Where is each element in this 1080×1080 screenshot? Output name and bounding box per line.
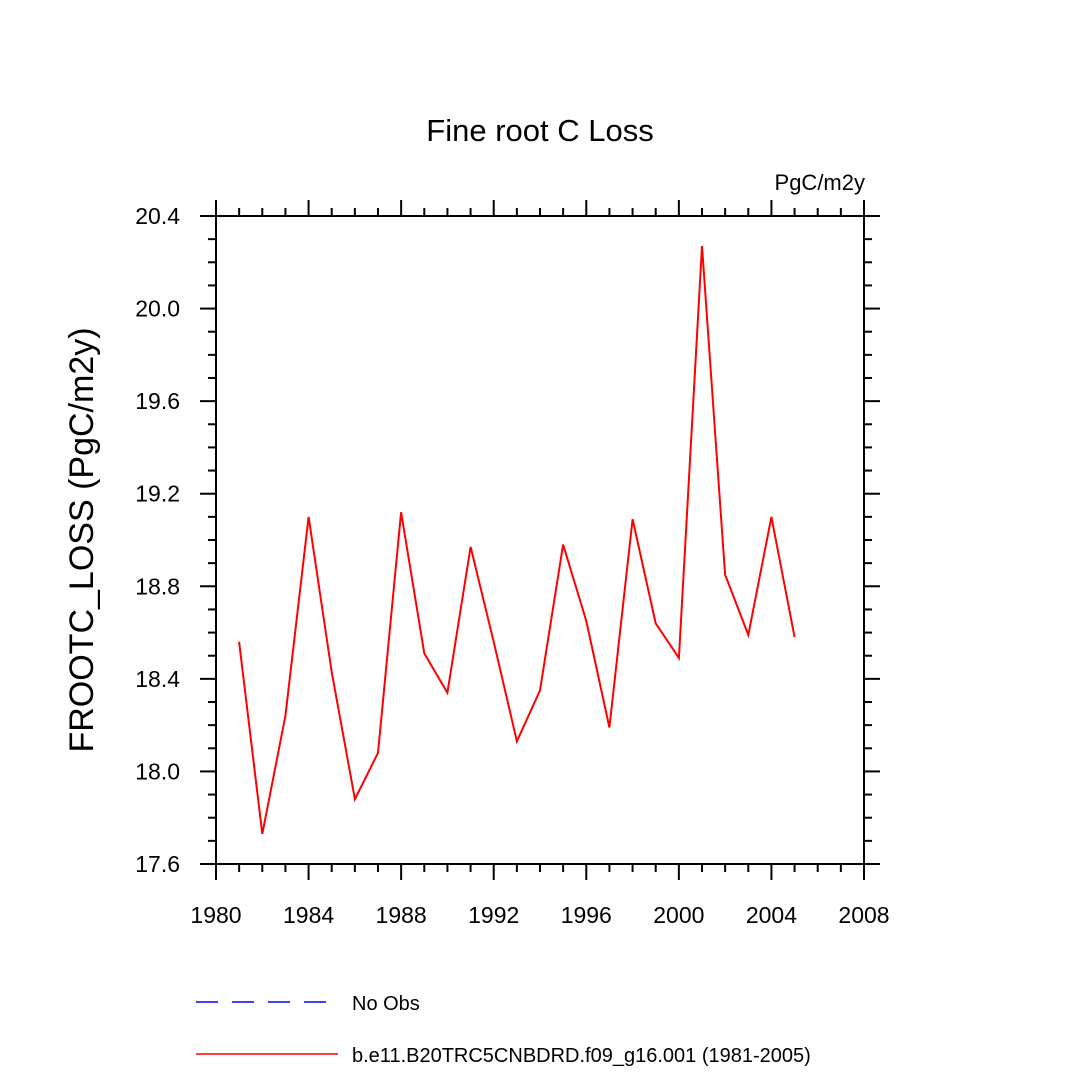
y-tick-label: 18.4 bbox=[135, 666, 180, 692]
axis-ticks bbox=[200, 200, 880, 880]
x-tick-label: 1996 bbox=[561, 902, 612, 928]
y-tick-label: 19.6 bbox=[135, 388, 180, 414]
legend: No Obs b.e11.B20TRC5CNBDRD.f09_g16.001 (1… bbox=[196, 993, 811, 1067]
x-tick-label: 1992 bbox=[468, 902, 519, 928]
x-tick-label: 1984 bbox=[283, 902, 334, 928]
y-tick-label: 20.0 bbox=[135, 296, 180, 322]
legend-label-1: b.e11.B20TRC5CNBDRD.f09_g16.001 (1981-20… bbox=[352, 1045, 811, 1067]
y-tick-labels: 17.6 18.0 18.4 18.8 19.2 19.6 20.0 20.4 bbox=[135, 203, 180, 877]
y-tick-label: 17.6 bbox=[135, 851, 180, 877]
x-tick-label: 2008 bbox=[838, 902, 889, 928]
x-tick-label: 1988 bbox=[376, 902, 427, 928]
series-group bbox=[238, 246, 796, 835]
x-tick-label: 2000 bbox=[653, 902, 704, 928]
legend-label-0: No Obs bbox=[352, 993, 420, 1015]
y-tick-label: 18.0 bbox=[135, 758, 180, 784]
x-tick-label: 2004 bbox=[746, 902, 797, 928]
x-tick-label: 1980 bbox=[190, 902, 241, 928]
chart-title: Fine root C Loss bbox=[426, 113, 653, 148]
x-tick-labels: 1980 1984 1988 1992 1996 2000 2004 2008 bbox=[190, 902, 889, 928]
units-label: PgC/m2y bbox=[775, 170, 865, 195]
y-tick-label: 18.8 bbox=[135, 573, 180, 599]
y-tick-label: 19.2 bbox=[135, 481, 180, 507]
y-tick-label: 20.4 bbox=[135, 203, 180, 229]
y-axis-label: FROOTC_LOSS (PgC/m2y) bbox=[63, 327, 101, 752]
series-line-1 bbox=[238, 246, 796, 835]
